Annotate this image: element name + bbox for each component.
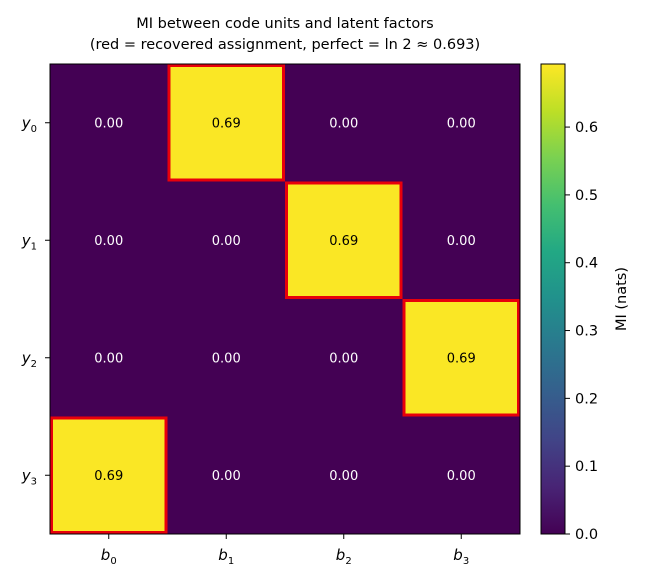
cell-value-label: 0.00: [94, 116, 123, 131]
chart-subtitle: (red = recovered assignment, perfect = l…: [89, 37, 481, 53]
heatmap-cell: [285, 416, 403, 535]
cell-value-label: 0.00: [212, 469, 241, 484]
colorbar-label: MI (nats): [614, 267, 630, 331]
colorbar-tick-label: 0.3: [575, 324, 598, 340]
cell-value-label: 0.00: [447, 116, 476, 131]
heatmap-cell: [167, 299, 286, 417]
cell-value-label: 0.69: [447, 351, 476, 366]
cell-value-label: 0.69: [212, 116, 241, 131]
heatmap-cell: [402, 416, 521, 535]
cell-value-label: 0.00: [329, 116, 358, 131]
heatmap-cell: [167, 181, 286, 300]
assignment-highlights: [50, 64, 520, 534]
cell-value-label: 0.00: [329, 351, 358, 366]
colorbar-gradient: [540, 63, 566, 535]
chart-title: MI between code units and latent factors: [136, 16, 434, 32]
assignment-highlight: [167, 64, 285, 182]
heatmap-cell: [285, 181, 403, 300]
y-axis-ticks: y0 y1 y2 y3: [21, 114, 50, 487]
y-tick-label: y2: [21, 349, 37, 370]
x-tick-label: b3: [453, 546, 469, 567]
heatmap-cell: [402, 64, 521, 182]
colorbar-tick-label: 0.6: [575, 120, 598, 136]
heatmap-cell: [167, 64, 286, 182]
cell-value-label: 0.00: [329, 469, 358, 484]
cell-value-label: 0.00: [447, 469, 476, 484]
x-tick-label: b1: [218, 546, 234, 567]
cell-value-label: 0.00: [94, 234, 123, 249]
heatmap-cell: [285, 299, 403, 417]
colorbar-tick-label: 0.2: [575, 391, 598, 407]
y-tick-label: y3: [21, 466, 37, 487]
heatmap-cell: [285, 64, 403, 182]
assignment-highlight: [50, 416, 168, 534]
heatmap-cell: [50, 416, 168, 535]
cell-value-label: 0.00: [94, 351, 123, 366]
x-tick-label: b0: [101, 546, 117, 567]
heatmap-cell: [50, 299, 168, 417]
heatmap-cell: [402, 181, 521, 300]
heatmap-cell: [50, 64, 168, 182]
colorbar: 0.0 0.1 0.2 0.3 0.4 0.5 0.6 MI (nats): [540, 63, 630, 543]
heatmap-cell: [50, 181, 168, 300]
cell-value-label: 0.69: [94, 469, 123, 484]
x-axis-ticks: b0 b1 b2 b3: [101, 534, 469, 567]
cell-value-label: 0.69: [329, 234, 358, 249]
plot-frame: [49, 63, 521, 535]
colorbar-tick-label: 0.0: [575, 527, 598, 543]
x-tick-label: b2: [336, 546, 352, 567]
cell-value-label: 0.00: [212, 351, 241, 366]
y-tick-label: y1: [21, 231, 37, 252]
colorbar-tick-label: 0.5: [575, 188, 598, 204]
cell-value-labels: 0.00 0.69 0.00 0.00 0.00 0.00 0.69 0.00 0.00 0.00…: [94, 116, 475, 484]
cell-value-label: 0.00: [212, 234, 241, 249]
assignment-highlight: [402, 299, 520, 417]
cell-value-label: 0.00: [447, 234, 476, 249]
y-tick-label: y0: [21, 114, 37, 135]
assignment-highlight: [285, 181, 403, 299]
heatmap-cell: [402, 299, 521, 417]
colorbar-tick-label: 0.4: [575, 256, 598, 272]
colorbar-tick-label: 0.1: [575, 459, 598, 475]
colorbar-ticks: 0.0 0.1 0.2 0.3 0.4 0.5 0.6: [565, 120, 598, 543]
heatmap-cell: [167, 416, 286, 535]
heatmap-cells: [50, 64, 521, 535]
